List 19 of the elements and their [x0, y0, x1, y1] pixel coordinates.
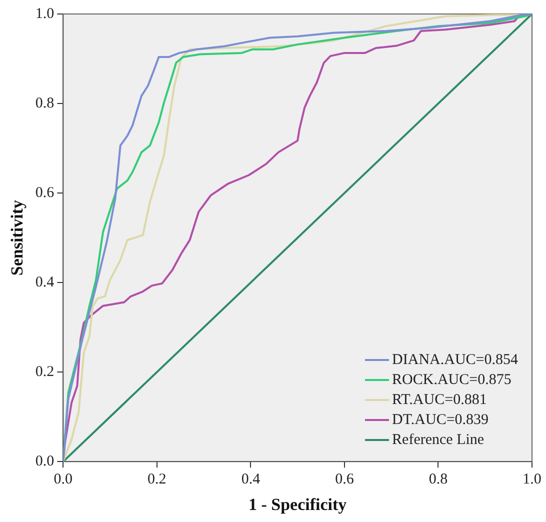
y-tick-label: 0.4 [35, 274, 55, 290]
legend-label: Reference Line [392, 430, 484, 450]
legend-label: RT.AUC=0.881 [392, 390, 487, 410]
x-tick-label: 0.6 [335, 472, 354, 488]
x-tick-label: 0.0 [54, 472, 73, 488]
x-tick-label: 0.8 [428, 472, 448, 488]
y-axis-title: Sensitivity [8, 200, 27, 276]
y-tick-label: 0.2 [35, 364, 54, 380]
y-tick-label: 0.8 [35, 95, 54, 112]
x-tick-label: 0.4 [241, 472, 261, 488]
legend-label: DIANA.AUC=0.854 [392, 350, 518, 370]
x-axis-title: 1 - Specificity [248, 495, 348, 514]
legend-label: ROCK.AUC=0.875 [392, 370, 512, 390]
y-tick-label: 0.6 [35, 184, 55, 201]
y-tick-label: 1.0 [35, 6, 54, 22]
x-tick-label: 1.0 [522, 472, 542, 488]
legend-label: DT.AUC=0.839 [392, 410, 489, 430]
x-tick-label: 0.2 [148, 472, 166, 488]
y-tick-label: 0.0 [35, 454, 54, 470]
